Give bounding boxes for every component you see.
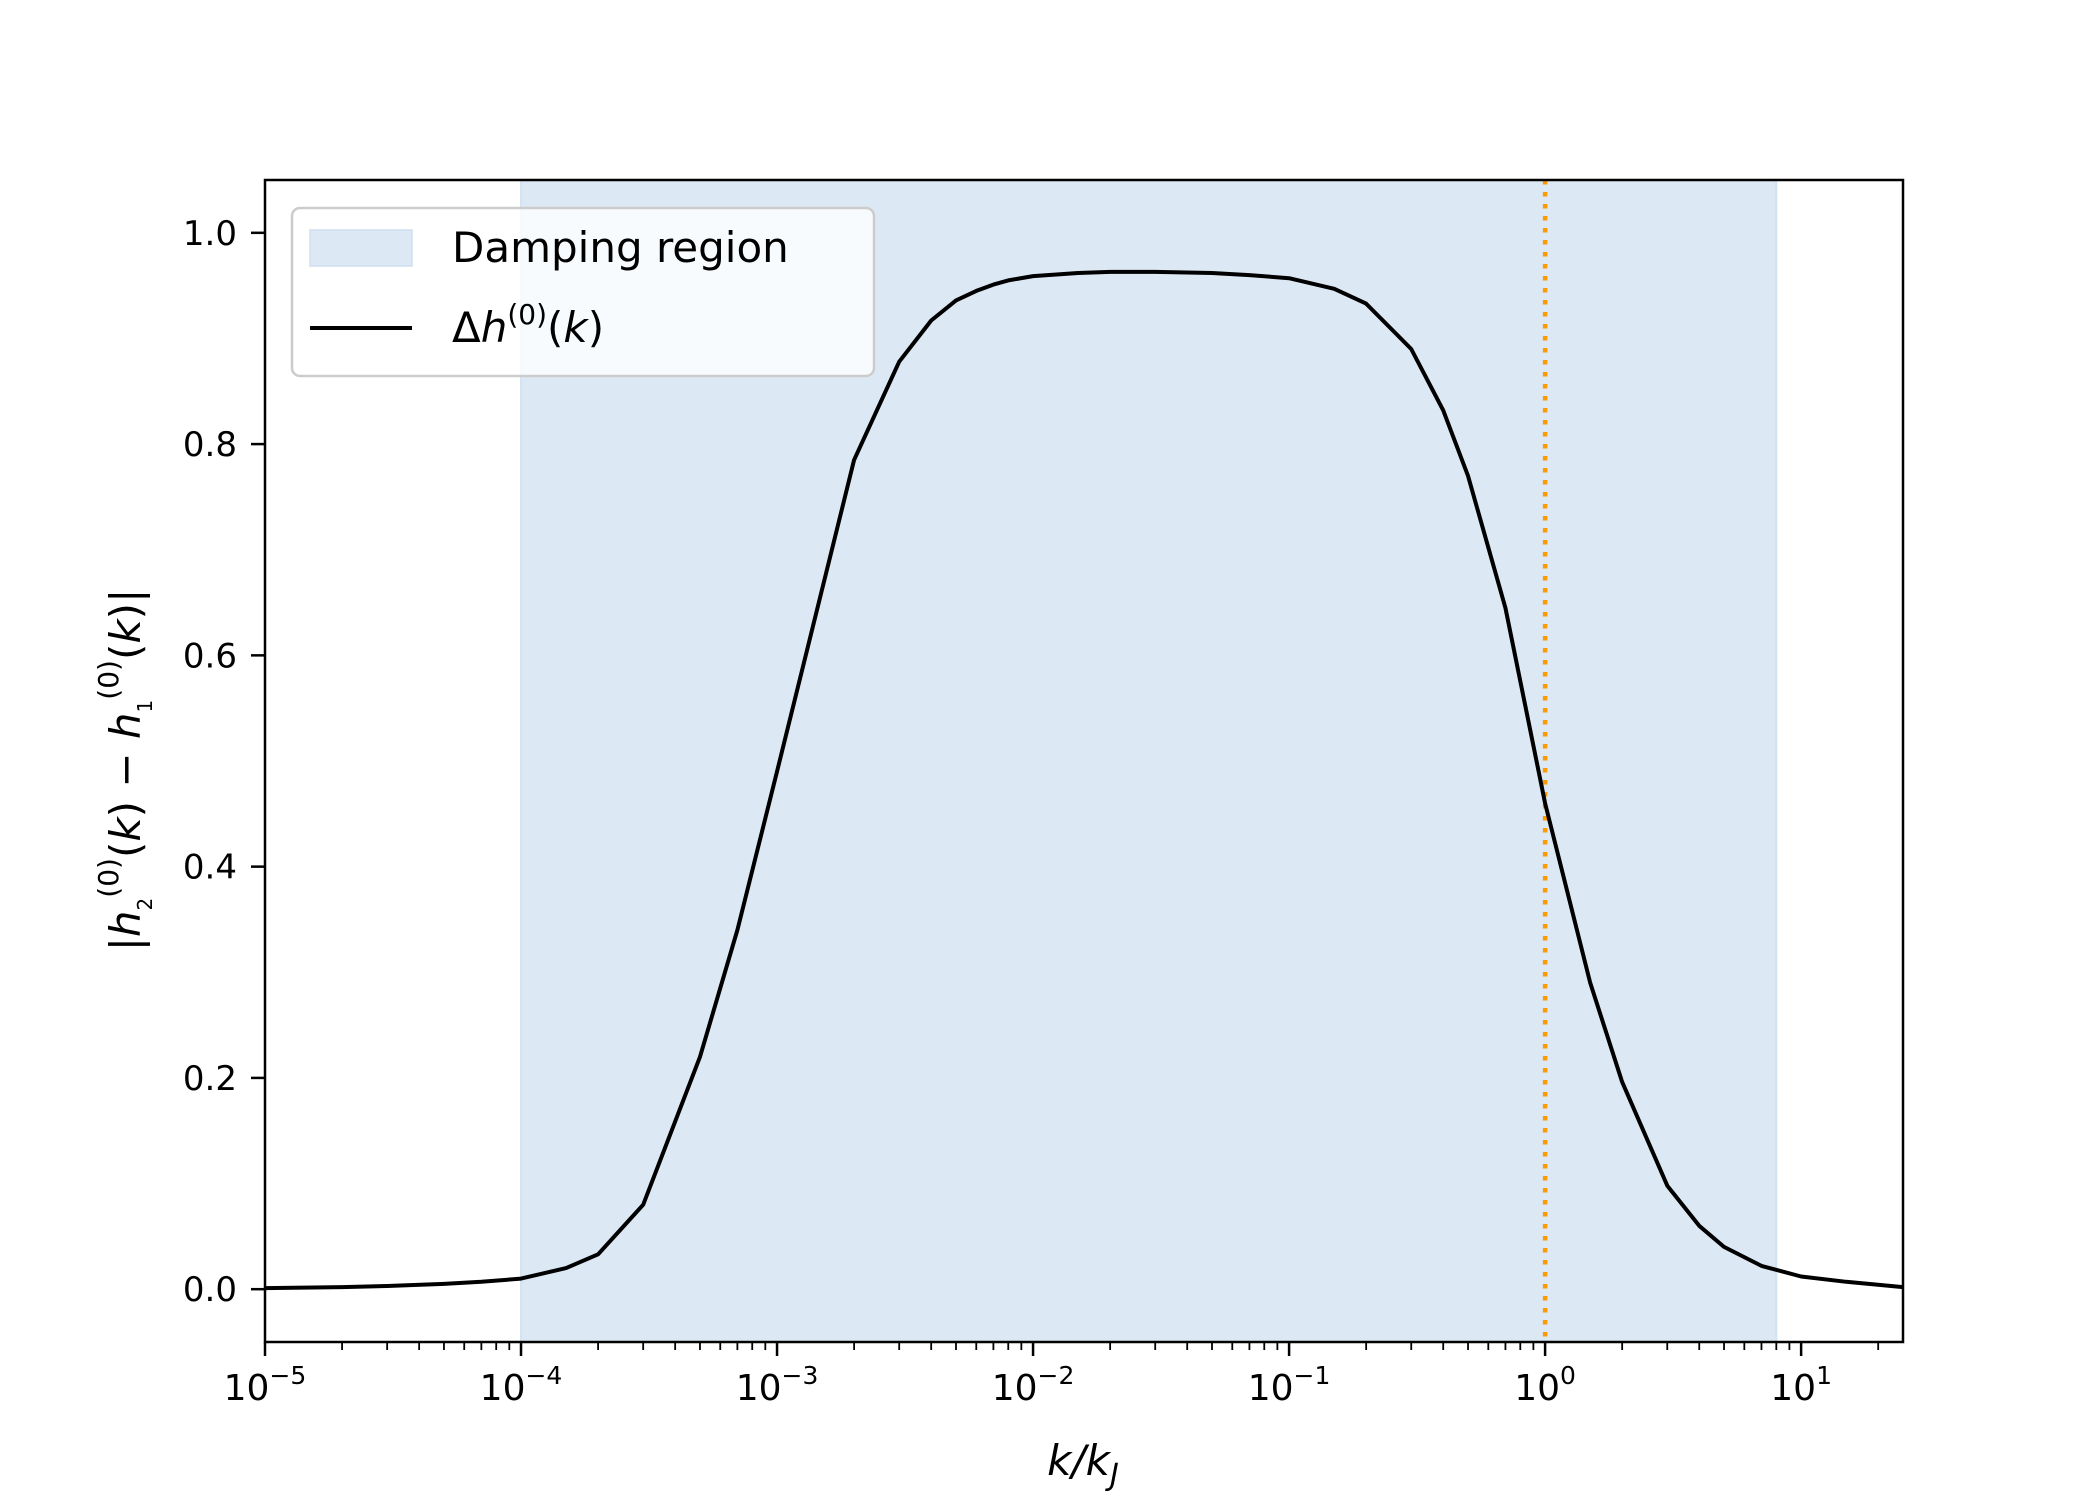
x-tick-label-2: 10−3 [736,1361,819,1409]
axes: 10−5 10−4 10−3 10−2 10−1 100 101 0.0 0.2 0.4 0.6 0.… [183,178,1905,1409]
legend-label-damping: Damping region [452,223,789,272]
legend-patch-damping [309,229,413,267]
x-tick-label-4: 10−1 [1248,1361,1331,1409]
x-tick-label-5: 100 [1514,1361,1576,1409]
y-tick-label-0: 0.0 [183,1270,237,1310]
x-tick-label-0: 10−5 [224,1361,307,1409]
y-tick-label-4: 0.8 [183,425,237,465]
x-tick-label-1: 10−4 [480,1361,563,1409]
x-axis-label: k/kJ [1047,1436,1119,1493]
legend-box [290,206,876,378]
legend-label-series: Δh(0)(k) [452,298,604,352]
y-tick-label-5: 1.0 [183,214,237,254]
y-tick-label-1: 0.2 [183,1059,237,1099]
y-tick-label-2: 0.4 [183,848,237,888]
y-axis-label: |h2(0)(k) − h1(0)(k)| [92,589,157,951]
legend: Damping region Δh(0)(k) [290,206,876,378]
y-tick-label-3: 0.6 [183,636,237,676]
x-tick-label-6: 101 [1770,1361,1832,1409]
x-tick-label-3: 10−2 [992,1361,1075,1409]
series-line-0 [264,269,1904,1291]
axes-frame [263,178,1905,1344]
